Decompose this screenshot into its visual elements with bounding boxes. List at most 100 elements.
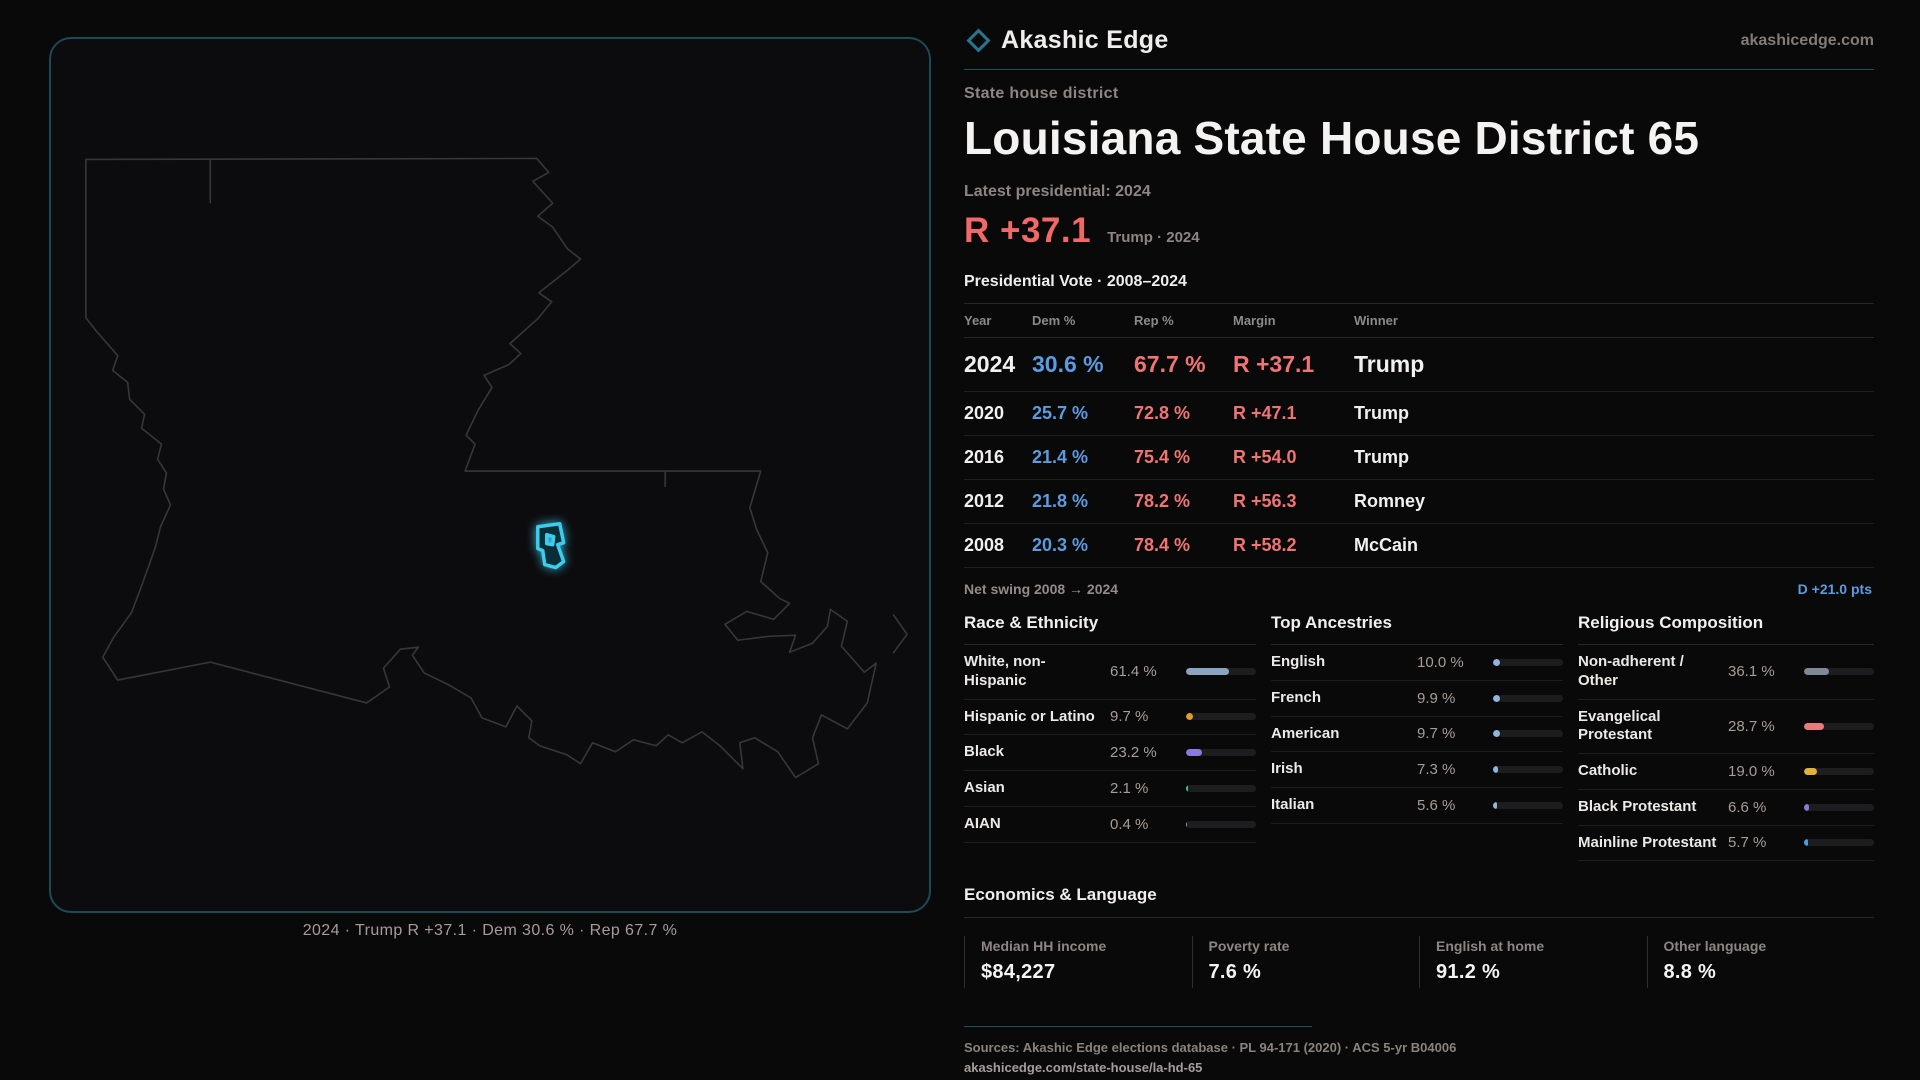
demo-bar	[1186, 749, 1256, 757]
map-panel	[49, 37, 931, 913]
demo-bar	[1804, 668, 1874, 676]
demo-bar-fill	[1804, 767, 1818, 775]
demo-bar	[1186, 713, 1256, 721]
demo-label: Black	[964, 743, 1005, 761]
vote-col-header: Margin	[1233, 313, 1276, 328]
demo-row: American 9.7 %	[1271, 717, 1563, 753]
demo-bar-fill	[1804, 668, 1830, 676]
demo-label: Catholic	[1578, 762, 1638, 779]
demo-column: Top Ancestries English 10.0 % French 9.9 % Am…	[1271, 613, 1563, 861]
demo-bar-fill	[1804, 803, 1809, 811]
demographics-section: Race & Ethnicity White, non-Hispanic 61.4 …	[964, 613, 1874, 862]
demo-bar	[1186, 668, 1256, 676]
delta-islands	[892, 613, 908, 654]
dem-cell: 25.7 %	[1032, 403, 1089, 423]
demo-value: 9.9 %	[1417, 689, 1456, 707]
demo-value: 9.7 %	[1110, 708, 1149, 726]
state-outline	[85, 157, 878, 779]
brand-site-link[interactable]: akashicedge.com	[1740, 31, 1874, 49]
demo-label: French	[1271, 688, 1322, 706]
demo-row: Non-adherent / Other 36.1 %	[1578, 645, 1874, 700]
demo-column: Race & Ethnicity White, non-Hispanic 61.4 …	[964, 613, 1256, 861]
demo-bar-fill	[1186, 784, 1188, 792]
stat-label: Other language	[1663, 938, 1767, 955]
demo-column-title: Race & Ethnicity	[964, 613, 1256, 645]
demo-bar-fill	[1493, 766, 1499, 774]
demo-row: Black Protestant 6.6 %	[1578, 790, 1874, 826]
demo-row: White, non-Hispanic 61.4 %	[964, 645, 1256, 700]
permalink[interactable]: akashicedge.com/state-house/la-hd-65	[964, 1060, 1203, 1076]
map-caption: 2024 · Trump R +37.1 · Dem 30.6 % · Rep …	[302, 922, 678, 939]
vote-row: 2012 21.8 % 78.2 % R +56.3 Romney	[964, 480, 1874, 524]
rep-cell: 78.4 %	[1134, 535, 1191, 555]
stat-block: Poverty rate 7.6 %	[1191, 936, 1420, 989]
demo-row: AIAN 0.4 %	[964, 807, 1256, 843]
year-cell: 2008	[964, 535, 1005, 555]
rep-cell: 78.2 %	[1134, 491, 1191, 511]
winner-cell: Trump	[1354, 403, 1410, 423]
year-cell: 2012	[964, 491, 1005, 511]
demo-label: Mainline Protestant	[1578, 833, 1717, 851]
latest-label: Latest presidential: 2024	[964, 183, 1151, 200]
net-swing-row: Net swing 2008 → 2024 D +21.0 pts	[964, 568, 1874, 613]
demo-bar-fill	[1493, 694, 1500, 702]
demo-bar-fill	[1186, 668, 1229, 676]
demo-value: 61.4 %	[1110, 663, 1157, 681]
vote-table-header: Year Dem % Rep % Margin Winner	[964, 304, 1874, 338]
demo-bar	[1493, 801, 1563, 809]
demo-bar-fill	[1186, 713, 1193, 721]
dem-cell: 30.6 %	[1032, 351, 1104, 377]
winner-cell: Romney	[1354, 491, 1426, 511]
demo-value: 2.1 %	[1110, 779, 1149, 797]
demo-value: 28.7 %	[1728, 717, 1775, 735]
margin-cell: R +54.0	[1233, 447, 1297, 467]
demo-bar	[1804, 803, 1874, 811]
footer-divider	[964, 1026, 1312, 1028]
rep-cell: 72.8 %	[1134, 403, 1191, 423]
demo-value: 5.6 %	[1417, 796, 1456, 814]
rep-cell: 75.4 %	[1134, 447, 1191, 467]
eyebrow: State house district	[964, 85, 1119, 102]
demo-bar	[1804, 722, 1874, 730]
demo-bar	[1493, 730, 1563, 738]
demo-value: 19.0 %	[1728, 762, 1775, 780]
winner-cell: Trump	[1354, 447, 1410, 467]
winner-cell: Trump	[1354, 351, 1425, 377]
demo-bar-fill	[1493, 801, 1497, 809]
demo-value: 6.6 %	[1728, 798, 1767, 816]
demo-label: American	[1271, 724, 1340, 742]
demo-label: White, non-Hispanic	[964, 653, 1046, 689]
rep-cell: 67.7 %	[1134, 351, 1206, 377]
district-65-shape[interactable]	[536, 522, 566, 570]
demo-label: Evangelical Protestant	[1578, 707, 1661, 744]
demo-value: 9.7 %	[1417, 725, 1456, 743]
stat-label: Median HH income	[981, 938, 1107, 955]
district-report: Akashic Edge akashicedge.com State house…	[964, 26, 1874, 1075]
margin-cell: R +37.1	[1233, 351, 1315, 377]
header: Akashic Edge akashicedge.com	[964, 26, 1874, 55]
brand-name: Akashic Edge	[1001, 26, 1169, 54]
demo-row: Evangelical Protestant 28.7 %	[1578, 700, 1874, 754]
year-cell: 2024	[964, 351, 1016, 377]
economics-stats: Median HH income $84,227 Poverty rate 7.6 %…	[964, 936, 1874, 989]
demo-row: French 9.9 %	[1271, 681, 1563, 717]
demo-column-title: Religious Composition	[1578, 613, 1874, 645]
vote-col-header: Rep %	[1134, 313, 1174, 328]
demo-row: Catholic 19.0 %	[1578, 754, 1874, 790]
demo-bar	[1804, 767, 1874, 775]
demo-value: 10.0 %	[1417, 653, 1464, 671]
demo-row: Mainline Protestant 5.7 %	[1578, 826, 1874, 862]
stat-value: 8.8 %	[1663, 961, 1717, 984]
margin-cell: R +58.2	[1233, 535, 1297, 555]
demo-label: Irish	[1271, 760, 1303, 778]
vote-col-header: Dem %	[1032, 313, 1076, 328]
headline-context: Trump · 2024	[1107, 229, 1200, 246]
demo-bar	[1493, 766, 1563, 774]
header-divider	[964, 69, 1874, 70]
demo-label: Hispanic or Latino	[964, 707, 1095, 725]
demo-value: 0.4 %	[1110, 815, 1149, 833]
demo-value: 5.7 %	[1728, 834, 1767, 852]
stat-value: $84,227	[981, 961, 1056, 984]
demo-bar-fill	[1804, 722, 1825, 730]
demo-label: Italian	[1271, 796, 1315, 813]
